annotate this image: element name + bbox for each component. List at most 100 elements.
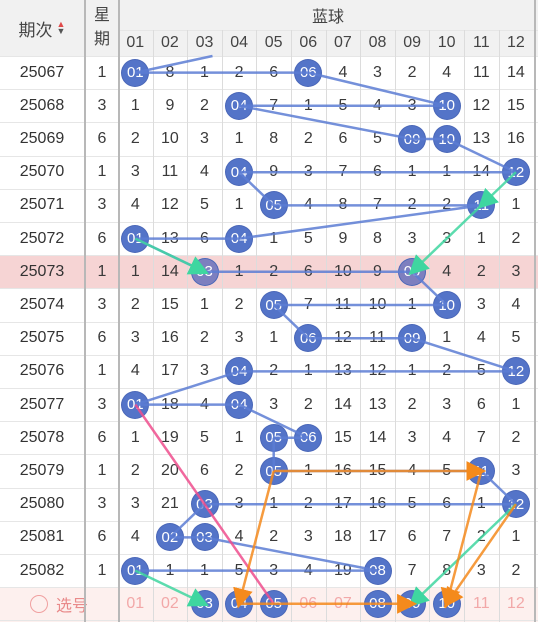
miss-count-cell: 6 <box>303 262 313 280</box>
miss-count-cell: 3 <box>269 395 279 413</box>
miss-count-cell: 4 <box>200 395 209 413</box>
miss-count-cell: 3 <box>234 329 244 347</box>
miss-count-cell: 8 <box>165 63 175 81</box>
miss-count-cell: 11 <box>161 163 179 181</box>
ball-25081-03: 03 <box>191 524 218 551</box>
miss-count-cell: 11 <box>334 295 352 313</box>
miss-count-cell: 1 <box>130 262 140 280</box>
miss-count-cell: 1 <box>165 561 175 579</box>
miss-count-cell: 5 <box>200 196 209 214</box>
miss-count-cell: 8 <box>442 561 452 579</box>
select-option-01[interactable]: 01 <box>126 594 145 612</box>
row-divider <box>0 388 538 389</box>
period-cell: 25082 <box>19 561 65 579</box>
miss-count-cell: 5 <box>303 229 313 247</box>
weekday-cell: 1 <box>97 362 107 380</box>
miss-count-cell: 1 <box>476 229 486 247</box>
weekday-cell: 3 <box>97 495 107 513</box>
period-cell: 25081 <box>19 528 65 546</box>
select-row-label[interactable]: 选号 <box>0 587 118 620</box>
period-cell: 25071 <box>19 196 65 214</box>
miss-count-cell: 5 <box>200 428 209 446</box>
select-ball-08[interactable]: 08 <box>364 590 391 617</box>
miss-count-cell: 11 <box>472 63 490 81</box>
select-ball-03[interactable]: 03 <box>191 590 218 617</box>
ball-25073-03: 03 <box>191 258 218 285</box>
ball-25073-09: 09 <box>399 258 426 285</box>
miss-count-cell: 1 <box>303 96 313 114</box>
period-cell: 25072 <box>19 229 65 247</box>
miss-count-cell: 12 <box>160 196 179 214</box>
select-ball-05[interactable]: 05 <box>260 590 287 617</box>
header-divider <box>118 30 538 31</box>
miss-count-cell: 2 <box>476 528 486 546</box>
miss-count-cell: 13 <box>160 229 179 247</box>
select-toggle-icon[interactable] <box>29 594 48 613</box>
miss-count-cell: 3 <box>200 129 209 147</box>
select-option-06[interactable]: 06 <box>299 594 318 612</box>
miss-count-cell: 4 <box>200 163 209 181</box>
miss-count-cell: 4 <box>303 196 313 214</box>
weekday-divider <box>118 0 120 622</box>
weekday-cell: 3 <box>97 295 107 313</box>
ball-25068-04: 04 <box>226 92 253 119</box>
miss-count-cell: 1 <box>200 295 209 313</box>
sort-icon[interactable]: ▲ ▼ <box>56 19 66 36</box>
miss-count-cell: 2 <box>303 129 313 147</box>
miss-count-cell: 12 <box>368 362 387 380</box>
period-cell: 25075 <box>19 329 65 347</box>
row-divider <box>0 487 538 489</box>
select-option-07[interactable]: 07 <box>333 594 352 612</box>
miss-count-cell: 7 <box>407 561 417 579</box>
miss-count-cell: 3 <box>511 262 521 280</box>
miss-count-cell: 4 <box>130 362 140 380</box>
row-divider <box>0 587 538 589</box>
miss-count-cell: 7 <box>442 528 452 546</box>
miss-count-cell: 1 <box>200 561 209 579</box>
blue-ball-section-header: 蓝球 <box>118 0 538 30</box>
period-sort-header[interactable]: 期次 ▲ ▼ <box>0 0 84 56</box>
period-cell: 25073 <box>19 262 65 280</box>
ball-25070-04: 04 <box>226 159 253 186</box>
row-divider <box>0 620 538 622</box>
miss-count-cell: 6 <box>269 63 279 81</box>
miss-count-cell: 2 <box>303 495 313 513</box>
miss-count-cell: 4 <box>338 63 348 81</box>
select-ball-10[interactable]: 10 <box>433 590 460 617</box>
ball-25074-10: 10 <box>433 292 460 318</box>
column-header-11: 11 <box>464 30 499 56</box>
select-option-12[interactable]: 12 <box>506 594 525 612</box>
miss-count-cell: 3 <box>200 362 209 380</box>
row-divider <box>0 255 538 257</box>
column-divider <box>360 30 362 622</box>
miss-count-cell: 17 <box>160 362 179 380</box>
miss-count-cell: 15 <box>160 295 179 313</box>
miss-count-cell: 2 <box>234 461 244 479</box>
miss-count-cell: 6 <box>373 163 382 181</box>
miss-count-cell: 10 <box>333 262 352 280</box>
select-option-11[interactable]: 11 <box>472 594 490 612</box>
ball-25082-01: 01 <box>122 557 149 584</box>
miss-count-cell: 5 <box>338 96 348 114</box>
miss-count-cell: 15 <box>368 461 387 479</box>
ball-25068-10: 10 <box>433 92 460 119</box>
miss-count-cell: 2 <box>476 262 486 280</box>
column-header-12: 12 <box>498 30 534 56</box>
row-divider <box>0 155 538 157</box>
column-header-04: 04 <box>221 30 257 56</box>
miss-count-cell: 5 <box>442 461 452 479</box>
miss-count-cell: 1 <box>407 362 417 380</box>
miss-count-cell: 14 <box>472 163 491 181</box>
miss-count-cell: 4 <box>130 528 140 546</box>
column-header-01: 01 <box>118 30 153 56</box>
select-option-02[interactable]: 02 <box>160 594 179 612</box>
miss-count-cell: 2 <box>234 295 244 313</box>
miss-count-cell: 11 <box>369 329 386 347</box>
select-ball-04[interactable]: 04 <box>226 590 253 617</box>
miss-count-cell: 14 <box>333 395 352 413</box>
ball-25081-02: 02 <box>156 524 183 551</box>
miss-count-cell: 7 <box>373 196 382 214</box>
miss-count-cell: 6 <box>476 395 486 413</box>
select-ball-09[interactable]: 09 <box>399 590 426 617</box>
